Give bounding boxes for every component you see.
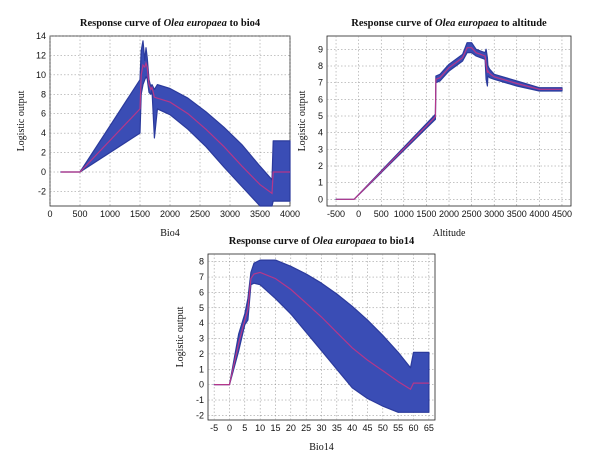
- x-tick-label: 1000: [100, 209, 120, 219]
- x-tick-label: 4000: [280, 209, 300, 219]
- y-tick-label: 7: [318, 78, 323, 88]
- title-suffix: to bio4: [227, 18, 261, 29]
- y-tick-label: 10: [36, 70, 46, 80]
- mean-response-line: [214, 271, 429, 391]
- title-suffix: to altitude: [498, 18, 547, 29]
- y-tick-label: 1: [199, 364, 204, 374]
- x-tick-label: 0: [47, 209, 52, 219]
- y-tick-label: 0: [199, 380, 204, 390]
- y-tick-label: 0: [318, 194, 323, 204]
- y-tick-label: 3: [199, 334, 204, 344]
- confidence-band: [213, 259, 430, 413]
- x-tick-label: 15: [270, 423, 280, 433]
- gridlines: [327, 36, 571, 206]
- x-tick-label: 0: [227, 423, 232, 433]
- y-tick-label: 8: [41, 89, 46, 99]
- chart-title: Response curve of Olea europaea to altit…: [351, 18, 547, 29]
- mean-response-line: [336, 47, 562, 200]
- title-prefix: Response curve of: [351, 18, 435, 29]
- y-tick-label: 2: [318, 161, 323, 171]
- x-tick-label: 1500: [416, 209, 436, 219]
- x-tick-label: 500: [72, 209, 87, 219]
- x-tick-label: 40: [347, 423, 357, 433]
- x-tick-label: 3000: [220, 209, 240, 219]
- chart-bio14: -5 0 5 10 15 20 25 30 35 40 45 50 55 60 65-2-101234567…: [175, 236, 436, 453]
- title-suffix: to bio14: [376, 236, 415, 247]
- x-axis-label: Altitude: [433, 228, 466, 239]
- x-tick-label: 3000: [484, 209, 504, 219]
- y-tick-label: 8: [318, 61, 323, 71]
- y-tick-label: -1: [196, 395, 204, 405]
- y-tick-label: 2: [199, 349, 204, 359]
- y-tick-label: 6: [318, 94, 323, 104]
- x-tick-label: 1500: [130, 209, 150, 219]
- x-axis-label: Bio14: [309, 442, 333, 453]
- title-prefix: Response curve of: [80, 18, 164, 29]
- y-tick-label: 12: [36, 50, 46, 60]
- x-tick-label: 2000: [160, 209, 180, 219]
- chart-title: Response curve of Olea europaea to bio14: [229, 236, 415, 247]
- y-axis-label: Logistic output: [16, 90, 27, 151]
- y-axis-label: Logistic output: [297, 90, 308, 151]
- chart-bio4: 0 500 1000 1500 2000 2500 3000 3500 4000 -2 0 2 4 6 8 1…: [16, 18, 300, 239]
- y-tick-label: 0: [41, 167, 46, 177]
- x-tick-label: 60: [409, 423, 419, 433]
- x-tick-label: -5: [210, 423, 218, 433]
- title-prefix: Response curve of: [229, 236, 313, 247]
- x-tick-label: 4500: [552, 209, 572, 219]
- y-tick-label: 7: [199, 272, 204, 282]
- x-tick-label: 10: [255, 423, 265, 433]
- chart-altitude: -500 0 500 1000 1500 2000 2500 3000 3500 4000 4500…: [297, 18, 572, 239]
- y-tick-label: 8: [199, 257, 204, 267]
- y-tick-label: 2: [41, 148, 46, 158]
- chart-title: Response curve of Olea europaea to bio4: [80, 18, 261, 29]
- x-tick-label: 35: [332, 423, 342, 433]
- x-tick-label: 0: [356, 209, 361, 219]
- x-tick-label: 30: [316, 423, 326, 433]
- chart-panel-bio4: 0 500 1000 1500 2000 2500 3000 3500 4000 -2 0 2 4 6 8 1…: [0, 0, 300, 240]
- mean-response-line: [60, 61, 290, 195]
- x-tick-label: 2000: [439, 209, 459, 219]
- x-tick-label: 5: [242, 423, 247, 433]
- y-tick-label: 6: [41, 109, 46, 119]
- y-tick-label: 1: [318, 178, 323, 188]
- x-tick-label: 500: [374, 209, 389, 219]
- y-tick-label: 6: [199, 287, 204, 297]
- confidence-band: [60, 40, 291, 207]
- chart-panel-bio14: -5 0 5 10 15 20 25 30 35 40 45 50 55 60 65 -2 -1 0 1 2 3 4 5 6 7…: [160, 228, 450, 468]
- x-tick-label: 3500: [507, 209, 527, 219]
- y-tick-label: 4: [199, 318, 204, 328]
- y-tick-label: 4: [41, 128, 46, 138]
- x-tick-label: 2500: [190, 209, 210, 219]
- x-tick-label: 3500: [250, 209, 270, 219]
- x-tick-label: 25: [301, 423, 311, 433]
- x-tick-label: -500: [327, 209, 345, 219]
- x-tick-label: 45: [363, 423, 373, 433]
- y-tick-label: 5: [318, 111, 323, 121]
- x-tick-label: 55: [393, 423, 403, 433]
- x-tick-label: 20: [286, 423, 296, 433]
- x-tick-label: 2500: [462, 209, 482, 219]
- title-species: Olea europaea: [164, 18, 227, 29]
- y-tick-label: 14: [36, 31, 46, 41]
- x-tick-label: 4000: [529, 209, 549, 219]
- y-tick-label: 4: [318, 128, 323, 138]
- x-axis-label: Bio4: [160, 228, 179, 239]
- x-tick-label: 1000: [394, 209, 414, 219]
- title-species: Olea europaea: [435, 18, 498, 29]
- x-tick-label: 50: [378, 423, 388, 433]
- y-tick-label: 3: [318, 144, 323, 154]
- chart-panel-altitude: -500 0 500 1000 1500 2000 2500 3000 3500 4000 4500…: [297, 0, 600, 240]
- y-tick-label: 9: [318, 44, 323, 54]
- y-tick-label: -2: [38, 186, 46, 196]
- y-tick-label: -2: [196, 410, 204, 420]
- title-species: Olea europaea: [312, 236, 375, 247]
- y-axis-label: Logistic output: [175, 306, 186, 367]
- y-tick-label: 5: [199, 303, 204, 313]
- x-tick-label: 65: [424, 423, 434, 433]
